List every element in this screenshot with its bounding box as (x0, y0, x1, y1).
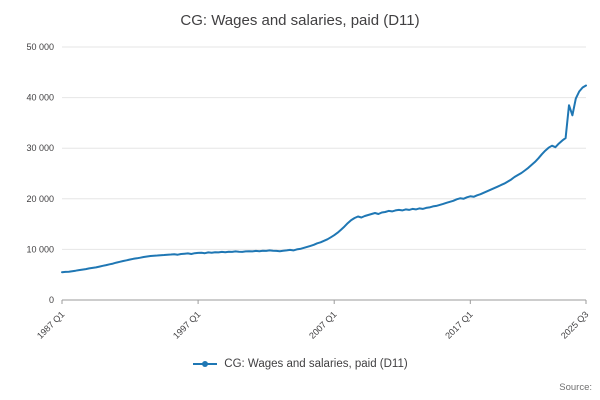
y-tick-label: 50 000 (26, 42, 54, 52)
y-tick-label: 10 000 (26, 244, 54, 254)
y-tick-label: 30 000 (26, 143, 54, 153)
y-tick-label: 0 (49, 295, 54, 305)
plot-area: 0 10 000 20 000 30 000 40 000 50 000 1987 Q1 19… (0, 34, 600, 359)
x-tick-label: 1997 Q1 (171, 309, 202, 340)
source-label: Source: (559, 382, 592, 393)
x-tick-label: 2017 Q1 (443, 309, 474, 340)
legend-line-icon (192, 359, 218, 369)
series-line (61, 84, 587, 274)
x-tick-label: 2007 Q1 (307, 309, 338, 340)
y-tick-label: 40 000 (26, 93, 54, 103)
x-tick-label: 1987 Q1 (35, 309, 66, 340)
line-chart: 0 10 000 20 000 30 000 40 000 50 000 1987 Q1 19… (26, 42, 590, 341)
y-tick-label: 20 000 (26, 194, 54, 204)
chart-title: CG: Wages and salaries, paid (D11) (180, 12, 420, 29)
legend-label: CG: Wages and salaries, paid (D11) (224, 358, 408, 370)
x-tick-label: 2025 Q3 (559, 309, 590, 340)
legend: CG: Wages and salaries, paid (D11) (0, 358, 600, 370)
